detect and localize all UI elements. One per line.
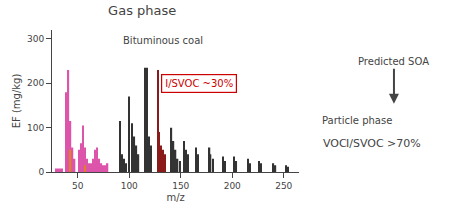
svg-text:EF (mg/kg): EF (mg/kg) bbox=[11, 74, 22, 129]
svg-text:100: 100 bbox=[121, 181, 138, 191]
svg-text:Particle phase: Particle phase bbox=[322, 115, 392, 126]
svg-text:200: 200 bbox=[27, 78, 44, 88]
svg-text:m/z: m/z bbox=[166, 192, 184, 203]
svg-text:50: 50 bbox=[72, 181, 84, 191]
svg-text:I/SVOC ~30%: I/SVOC ~30% bbox=[165, 78, 233, 89]
svg-text:Gas phase: Gas phase bbox=[108, 3, 176, 18]
svg-text:200: 200 bbox=[224, 181, 241, 191]
svg-text:VOC: VOC bbox=[323, 137, 347, 150]
svg-text:150: 150 bbox=[172, 181, 189, 191]
svg-text:Predicted SOA: Predicted SOA bbox=[358, 56, 429, 67]
svg-text:0: 0 bbox=[38, 167, 44, 177]
svg-text:Bituminous coal: Bituminous coal bbox=[123, 35, 203, 46]
svg-text:300: 300 bbox=[27, 34, 44, 44]
svg-text:100: 100 bbox=[27, 123, 44, 133]
svg-text:I/SVOC >70%: I/SVOC >70% bbox=[346, 137, 421, 150]
svg-text:250: 250 bbox=[275, 181, 292, 191]
